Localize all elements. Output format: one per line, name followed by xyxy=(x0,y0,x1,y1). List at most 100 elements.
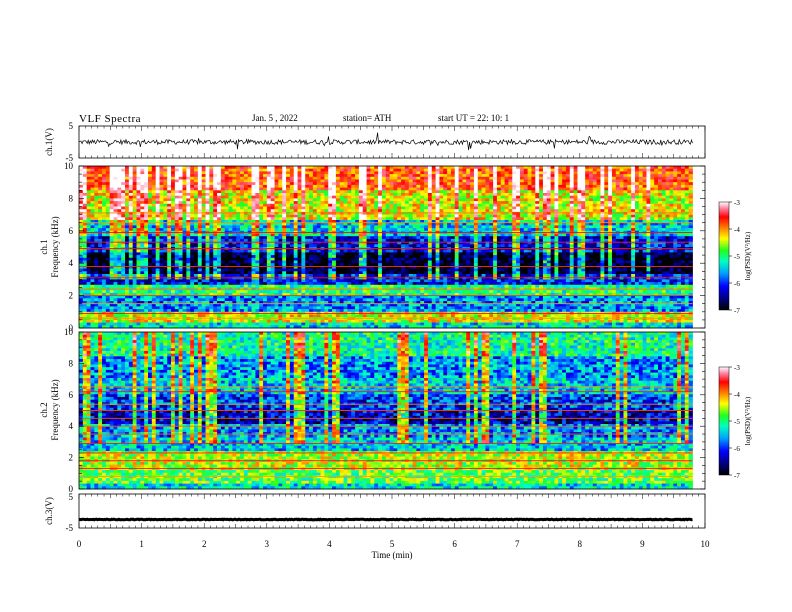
spectrogram-cell xyxy=(316,198,321,202)
spectrogram-cell xyxy=(431,184,436,188)
spectrogram-cell xyxy=(213,179,218,183)
spectrogram-cell xyxy=(228,184,233,188)
spectrogram-cell xyxy=(286,179,291,183)
spectrogram-cell xyxy=(554,244,559,248)
spectrogram-cell xyxy=(171,244,176,248)
spectrogram-cell xyxy=(370,220,375,224)
spectrogram-cell xyxy=(190,195,195,199)
spectrogram-cell xyxy=(416,182,421,186)
spectrogram-cell xyxy=(627,203,632,207)
spectrogram-cell xyxy=(539,184,544,188)
spectrogram-cell xyxy=(247,236,252,240)
spectrogram-cell xyxy=(565,201,571,205)
spectrogram-cell xyxy=(585,206,590,210)
spectrogram-cell xyxy=(481,225,486,229)
spectrogram-cell xyxy=(546,228,552,232)
spectrogram-cell xyxy=(615,244,621,248)
spectrogram-cell xyxy=(500,203,505,207)
spectrogram-cell xyxy=(109,171,114,175)
spectrogram-cell xyxy=(431,220,436,224)
spectrogram-cell xyxy=(512,171,517,175)
spectrogram-cell xyxy=(117,182,122,186)
spectrogram-cell xyxy=(79,241,84,245)
spectrogram-cell xyxy=(121,198,126,202)
spectrogram-cell xyxy=(117,195,122,199)
spectrogram-cell xyxy=(412,209,417,213)
spectrogram-cell xyxy=(351,211,356,215)
spectrogram-cell xyxy=(266,233,272,237)
spectrogram-cell xyxy=(634,179,640,183)
spectrogram-cell xyxy=(427,179,433,183)
spectrogram-cell xyxy=(128,166,134,170)
spectrogram-cell xyxy=(121,179,126,183)
spectrogram-cell xyxy=(508,206,513,210)
spectrogram-cell xyxy=(128,198,134,202)
spectrogram-cell xyxy=(286,214,291,218)
spectrogram-cell xyxy=(98,244,103,248)
spectrogram-cell xyxy=(105,217,111,221)
spectrogram-cell xyxy=(466,238,471,242)
spectrogram-cell xyxy=(508,171,513,175)
spectrogram-cell xyxy=(247,241,252,245)
spectrogram-cell xyxy=(581,225,586,229)
spectrogram-cell xyxy=(362,211,367,215)
spectrogram-cell xyxy=(209,168,214,172)
spectrogram-cell xyxy=(301,214,306,218)
spectrogram-cell xyxy=(378,225,383,229)
spectrogram-cell xyxy=(125,179,130,183)
spectrogram-cell xyxy=(136,190,141,194)
spectrogram-cell xyxy=(657,217,663,221)
spectrogram-cell xyxy=(328,244,333,248)
spectrogram-cell xyxy=(174,195,180,199)
spectrogram-cell xyxy=(251,236,256,240)
spectrogram-cell xyxy=(102,198,107,202)
spectrogram-cell xyxy=(374,206,379,210)
spectrogram-cell xyxy=(224,225,229,229)
spectrogram-cell xyxy=(178,233,183,237)
spectrogram-cell xyxy=(493,228,498,232)
spectrogram-cell xyxy=(105,228,111,232)
spectrogram-cell xyxy=(638,209,644,213)
spectrogram-cell xyxy=(627,206,632,210)
spectrogram-cell xyxy=(228,179,233,183)
spectrogram-cell xyxy=(213,214,218,218)
spectrogram-cell xyxy=(236,168,241,172)
spectrogram-cell xyxy=(412,211,417,215)
spectrogram-cell xyxy=(473,228,479,232)
spectrogram-cell xyxy=(504,193,509,197)
spectrogram-cell xyxy=(588,209,594,213)
spectrogram-cell xyxy=(358,174,364,178)
spectrogram-cell xyxy=(389,168,394,172)
spectrogram-cell xyxy=(79,209,84,213)
spectrogram-cell xyxy=(358,217,364,221)
spectrogram-cell xyxy=(197,222,203,226)
spectrogram-cell xyxy=(213,176,218,180)
spectrogram-cell xyxy=(654,233,659,237)
spectrogram-cell xyxy=(125,184,130,188)
spectrogram-cell xyxy=(654,220,659,224)
spectrogram-cell xyxy=(439,176,444,180)
spectrogram-cell xyxy=(458,195,463,199)
spectrogram-cell xyxy=(332,244,337,248)
spectrogram-cell xyxy=(301,233,306,237)
spectrogram-cell xyxy=(688,184,693,188)
spectrogram-cell xyxy=(688,241,693,245)
spectrogram-cell xyxy=(266,244,272,248)
spectrogram-cell xyxy=(282,214,287,218)
spectrogram-cell xyxy=(550,195,555,199)
spectrogram-cell xyxy=(531,244,536,248)
spectrogram-cell xyxy=(312,193,318,197)
spectrogram-cell xyxy=(205,211,210,215)
spectrogram-cell xyxy=(677,187,682,191)
spectrogram-cell xyxy=(205,217,210,221)
spectrogram-cell xyxy=(654,182,659,186)
spectrogram-cell xyxy=(347,222,352,226)
spectrogram-cell xyxy=(293,174,298,178)
spectrogram-cell xyxy=(259,198,264,202)
spectrogram-cell xyxy=(335,238,341,242)
spectrogram-cell xyxy=(86,193,91,197)
spectrogram-cell xyxy=(155,184,160,188)
spectrogram-cell xyxy=(128,190,134,194)
spectrogram-cell xyxy=(608,187,613,191)
spectrogram-cell xyxy=(136,241,141,245)
